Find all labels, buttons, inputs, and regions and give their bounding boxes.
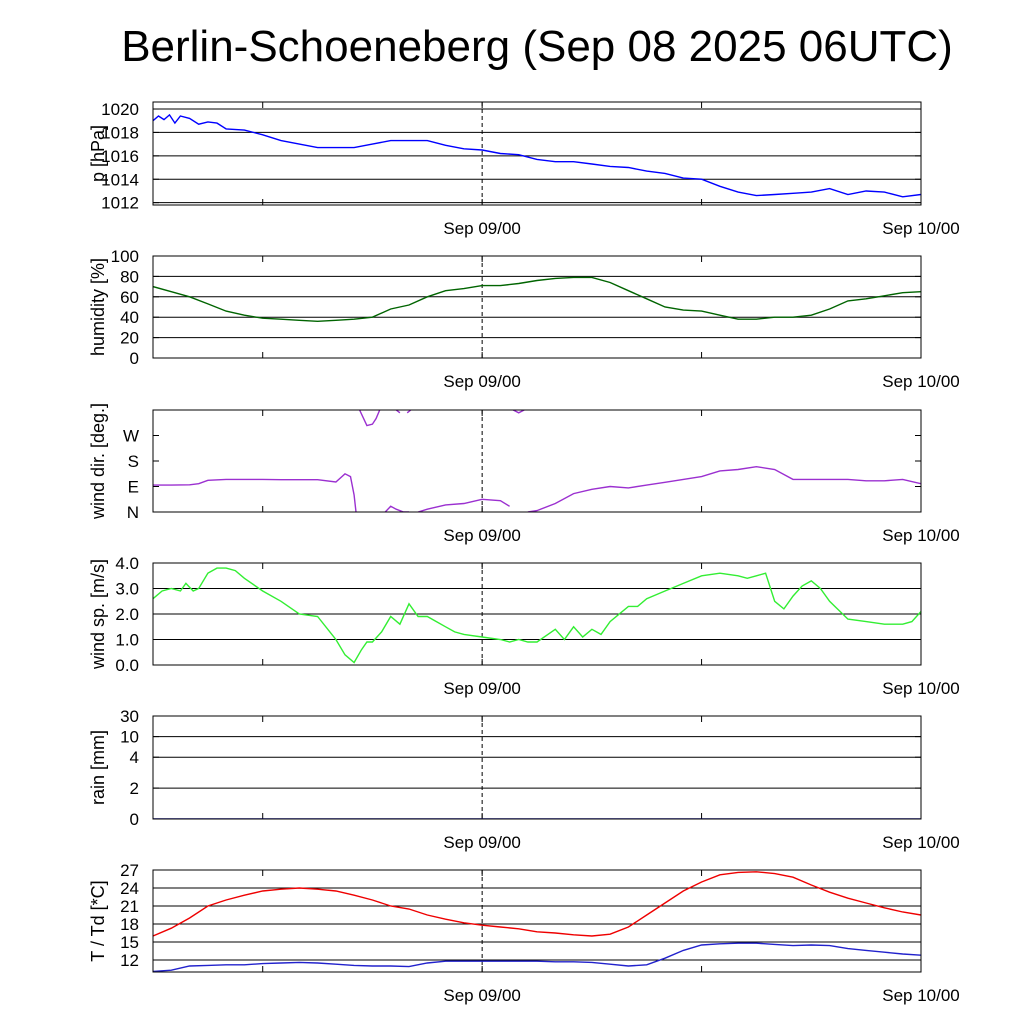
plot-frame xyxy=(152,101,922,206)
y-tick-label: 20 xyxy=(120,329,139,348)
rain-panel: 0 2 410 30 rain [mm] Sep 09/00 Sep 10/00 xyxy=(88,707,960,852)
x-tick-label: Sep 10/00 xyxy=(882,372,960,391)
y-tick-label: 10 xyxy=(120,728,139,747)
y-tick-label: 27 xyxy=(120,861,139,880)
dewpoint-line xyxy=(153,942,921,972)
plot-frame xyxy=(152,255,922,359)
y-tick-label: 30 xyxy=(120,707,139,726)
y-tick-label: 80 xyxy=(120,267,139,286)
y-axis-label: wind dir. [deg.] xyxy=(88,403,108,520)
x-tick-label: Sep 09/00 xyxy=(443,372,521,391)
x-tick-label: Sep 09/00 xyxy=(443,833,521,852)
series-line xyxy=(358,410,381,427)
x-tick-label: Sep 10/00 xyxy=(882,219,960,238)
series-line xyxy=(153,472,357,512)
y-tick-label: 1.0 xyxy=(115,631,139,650)
y-tick-label: 4.0 xyxy=(115,554,139,573)
y-tick-label: 24 xyxy=(120,879,139,898)
y-tick-label: 100 xyxy=(111,247,139,266)
plot-frame xyxy=(152,562,922,666)
y-axis-label: wind sp. [m/s] xyxy=(88,559,108,670)
y-tick-label: 21 xyxy=(120,897,139,916)
y-tick-label: N xyxy=(127,503,139,522)
y-tick-label: 40 xyxy=(120,308,139,327)
plot-frame xyxy=(152,715,922,820)
y-tick-label: 2.0 xyxy=(115,605,139,624)
y-tick-label: 2 xyxy=(130,779,139,798)
y-tick-label: 0 xyxy=(130,349,139,368)
y-tick-label: 1012 xyxy=(101,194,139,213)
series-group xyxy=(153,113,921,198)
series-line xyxy=(417,498,510,512)
wind-speed-panel: 0.0 1.0 2.0 3.0 4.0 wind sp. [m/s] Sep 09/00 Se… xyxy=(88,554,960,698)
x-tick-label: Sep 10/00 xyxy=(882,986,960,1005)
y-axis-label: rain [mm] xyxy=(88,730,108,805)
y-tick-label: S xyxy=(128,452,139,471)
series-line xyxy=(153,113,921,198)
y-axis-label: T / Td [*C] xyxy=(88,880,108,961)
series-group xyxy=(153,567,921,664)
y-tick-label: 18 xyxy=(120,915,139,934)
series-group xyxy=(153,871,921,972)
y-tick-label: 1016 xyxy=(101,147,139,166)
y-tick-label: 12 xyxy=(120,951,139,970)
y-tick-label: 0.0 xyxy=(115,656,139,675)
series-group xyxy=(153,410,921,512)
y-tick-label: 1020 xyxy=(101,100,139,119)
x-tick-label: Sep 09/00 xyxy=(443,219,521,238)
series-line xyxy=(153,567,921,664)
y-tick-label: 1014 xyxy=(101,170,139,189)
series-line xyxy=(384,505,409,512)
x-tick-label: Sep 09/00 xyxy=(443,679,521,698)
pressure-panel: 1012 1014 1016 1018 1020 p [hPa] Sep 09/00 Sep … xyxy=(88,100,960,238)
series-group xyxy=(153,276,921,323)
temperature-line xyxy=(153,871,921,937)
x-tick-label: Sep 10/00 xyxy=(882,833,960,852)
y-tick-label: 15 xyxy=(120,933,139,952)
y-axis-label: humidity [%] xyxy=(88,258,108,356)
y-tick-label: E xyxy=(128,478,139,497)
y-tick-label: W xyxy=(123,427,139,446)
y-tick-label: 1018 xyxy=(101,123,139,142)
x-tick-label: Sep 09/00 xyxy=(443,526,521,545)
x-tick-label: Sep 10/00 xyxy=(882,679,960,698)
y-axis-label: p [hPa] xyxy=(88,125,108,182)
plot-frame xyxy=(152,409,922,513)
y-tick-label: 0 xyxy=(130,810,139,829)
plot-frame xyxy=(152,869,922,973)
chart-title: Berlin-Schoeneberg (Sep 08 2025 06UTC) xyxy=(121,22,953,71)
y-tick-label: 60 xyxy=(120,288,139,307)
y-tick-label: 3.0 xyxy=(115,580,139,599)
series-line xyxy=(527,465,921,512)
x-tick-label: Sep 10/00 xyxy=(882,526,960,545)
x-tick-label: Sep 09/00 xyxy=(443,986,521,1005)
series-line xyxy=(153,276,921,323)
y-tick-label: 4 xyxy=(130,748,139,767)
series-line xyxy=(512,410,525,414)
